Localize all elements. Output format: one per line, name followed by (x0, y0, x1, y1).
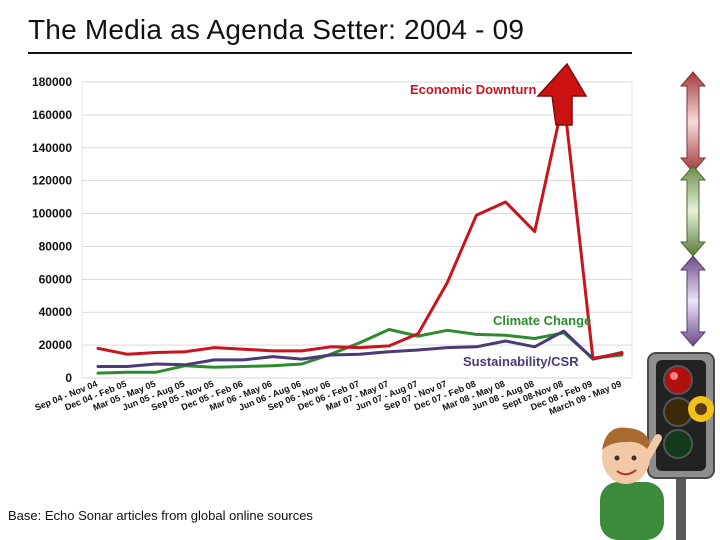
data-point (417, 348, 420, 352)
y-axis-ticks: 0 20000 40000 60000 80000 100000 120000 140000 1… (32, 75, 72, 385)
data-point (562, 329, 565, 333)
data-point (271, 355, 274, 358)
data-point (475, 345, 478, 348)
data-point (358, 341, 362, 344)
data-point (358, 346, 362, 349)
data-point (125, 365, 129, 368)
data-point (155, 371, 158, 374)
data-point (533, 230, 536, 233)
y-tick-label: 20000 (39, 338, 73, 352)
data-point (242, 358, 245, 362)
data-point (533, 337, 536, 340)
data-point (620, 352, 624, 355)
data-point (475, 333, 478, 336)
rising-arrow-icon (536, 62, 588, 126)
data-point (184, 350, 187, 353)
label-economic-downturn: Economic Downturn (410, 82, 536, 97)
y-tick-label: 40000 (39, 305, 73, 319)
data-point (300, 349, 303, 353)
data-point (475, 214, 478, 217)
data-point (329, 345, 333, 348)
data-point (96, 371, 100, 375)
data-point (271, 364, 274, 367)
y-tick-label: 140000 (32, 141, 72, 155)
data-point (417, 332, 420, 335)
data-point (387, 328, 391, 331)
data-point (184, 363, 187, 367)
data-point (213, 346, 216, 349)
data-point (155, 362, 158, 366)
data-point (504, 334, 507, 337)
data-point (271, 349, 274, 353)
double-arrow-red-icon (679, 71, 707, 173)
data-point (242, 348, 245, 351)
double-arrow-green-icon (679, 165, 707, 257)
data-point (300, 357, 303, 361)
data-point (96, 347, 100, 350)
data-point (155, 351, 158, 354)
y-tick-label: 180000 (32, 75, 72, 89)
data-point (358, 352, 362, 356)
y-tick-label: 0 (65, 371, 72, 385)
label-climate-change: Climate Change (493, 313, 591, 328)
slide-title: The Media as Agenda Setter: 2004 - 09 (28, 14, 525, 45)
data-point (300, 362, 303, 366)
data-point (125, 371, 129, 374)
data-point (504, 200, 507, 204)
traffic-light-icon (647, 352, 715, 540)
plot-area (81, 81, 633, 379)
data-point (446, 281, 449, 284)
source-footnote: Base: Echo Sonar articles from global on… (8, 508, 313, 523)
y-tick-label: 80000 (39, 239, 73, 253)
data-point (387, 350, 391, 353)
child-photo-icon (600, 427, 664, 540)
data-point (591, 357, 595, 360)
data-point (242, 365, 245, 368)
data-point (125, 352, 129, 356)
data-point (446, 346, 449, 349)
title-divider (28, 52, 632, 54)
data-point (533, 345, 536, 348)
data-point (387, 344, 391, 348)
data-point (96, 365, 100, 368)
data-point (213, 366, 216, 369)
series-layer (96, 96, 624, 375)
data-point (213, 358, 216, 362)
data-point (329, 353, 333, 357)
sunflower-icon (688, 396, 714, 422)
data-point (446, 329, 449, 332)
double-arrow-purple-icon (679, 255, 707, 347)
y-tick-label: 60000 (39, 272, 73, 286)
y-tick-label: 120000 (32, 174, 72, 188)
label-sustainability-csr: Sustainability/CSR (463, 354, 579, 369)
data-point (504, 339, 507, 343)
y-tick-label: 100000 (32, 207, 72, 221)
y-tick-label: 160000 (32, 108, 72, 122)
